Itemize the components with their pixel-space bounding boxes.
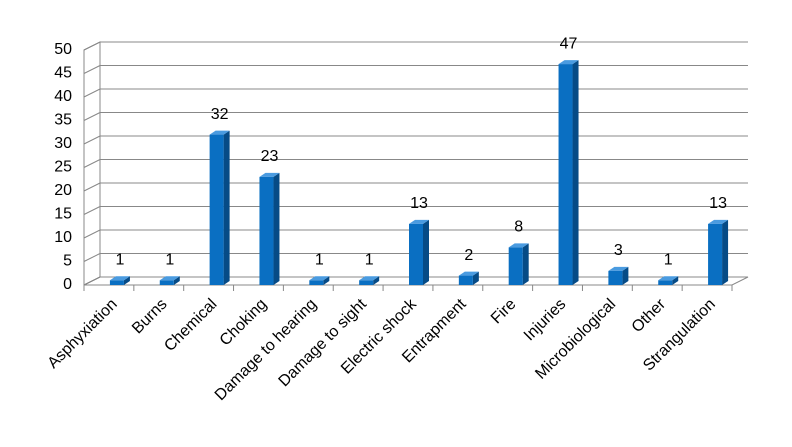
bar	[359, 280, 374, 285]
y-tick-label: 30	[54, 135, 72, 152]
grid-diagonal	[83, 182, 101, 192]
bar-top	[209, 130, 230, 135]
bar-side	[223, 130, 230, 285]
data-label: 2	[464, 247, 473, 264]
bar	[558, 64, 573, 285]
data-label: 23	[261, 148, 279, 165]
bar-top	[708, 219, 729, 224]
data-label: 1	[315, 252, 324, 269]
data-label: 8	[514, 219, 523, 236]
bar-side	[622, 266, 629, 285]
grid-diagonal	[83, 135, 101, 145]
data-label: 1	[365, 252, 374, 269]
bar-top	[159, 276, 180, 281]
x-tick-label: Fire	[488, 296, 520, 328]
y-tick-label: 5	[63, 253, 72, 270]
bar-side	[123, 276, 130, 285]
grid-diagonal	[83, 159, 101, 168]
grid-diagonal	[83, 112, 101, 121]
bar-top	[608, 266, 629, 271]
bar-side	[472, 271, 479, 285]
bar-side	[672, 276, 679, 285]
data-label: 3	[614, 242, 623, 259]
grid-diagonal	[83, 229, 101, 239]
grid-diagonal	[83, 253, 101, 262]
bar-side	[722, 219, 729, 285]
bar-top	[359, 276, 380, 281]
bar-top	[508, 243, 529, 248]
grid-diagonal	[83, 41, 101, 51]
y-tick-label: 0	[63, 276, 72, 293]
y-tick-label: 25	[54, 159, 72, 176]
bar-top	[259, 172, 280, 177]
bar	[458, 275, 473, 285]
bar-side	[273, 172, 280, 285]
data-label: 32	[211, 106, 229, 123]
y-tick-label: 45	[54, 65, 72, 82]
data-label: 1	[165, 252, 174, 269]
grid-diagonal	[83, 65, 101, 74]
x-tick-label: Burns	[129, 296, 171, 338]
x-tick-label: Injuries	[521, 296, 570, 345]
bar	[409, 223, 423, 285]
bar	[159, 280, 174, 285]
bar-top	[409, 219, 429, 224]
bar	[658, 280, 673, 285]
bar	[708, 223, 723, 285]
data-label: 13	[709, 195, 727, 212]
bar-top	[658, 276, 679, 281]
x-tick-label: Asphyxiation	[45, 296, 121, 372]
bar-top	[558, 60, 579, 65]
y-tick-label: 10	[54, 229, 72, 246]
bar-side	[423, 219, 429, 285]
grid-diagonal	[83, 276, 101, 286]
bar-side	[572, 60, 579, 285]
bar-side	[173, 276, 180, 285]
bar-side	[373, 276, 380, 285]
y-tick-label: 40	[54, 88, 72, 105]
bar-top	[109, 276, 130, 281]
bar	[608, 270, 623, 285]
x-tick-label: Chemical	[161, 296, 220, 355]
data-label: 47	[560, 35, 578, 52]
x-tick-label: Damage to sight	[276, 295, 371, 390]
bar-side	[522, 243, 529, 285]
y-tick-label: 35	[54, 112, 72, 129]
bar	[309, 280, 324, 285]
grid-diagonal	[83, 88, 101, 98]
bar	[209, 134, 224, 285]
bar-top	[458, 271, 479, 276]
grid-diagonal	[83, 206, 101, 215]
bar-top	[309, 276, 330, 281]
y-tick-label: 15	[54, 206, 72, 223]
data-label: 13	[410, 195, 428, 212]
x-tick-label: Other	[629, 295, 670, 336]
bar	[259, 176, 274, 285]
data-label: 1	[115, 252, 124, 269]
y-tick-label: 50	[54, 41, 72, 58]
y-tick-label: 20	[54, 182, 72, 199]
data-label: 1	[664, 252, 673, 269]
bar	[109, 280, 124, 285]
bar	[508, 247, 523, 285]
bar-side	[323, 276, 330, 285]
